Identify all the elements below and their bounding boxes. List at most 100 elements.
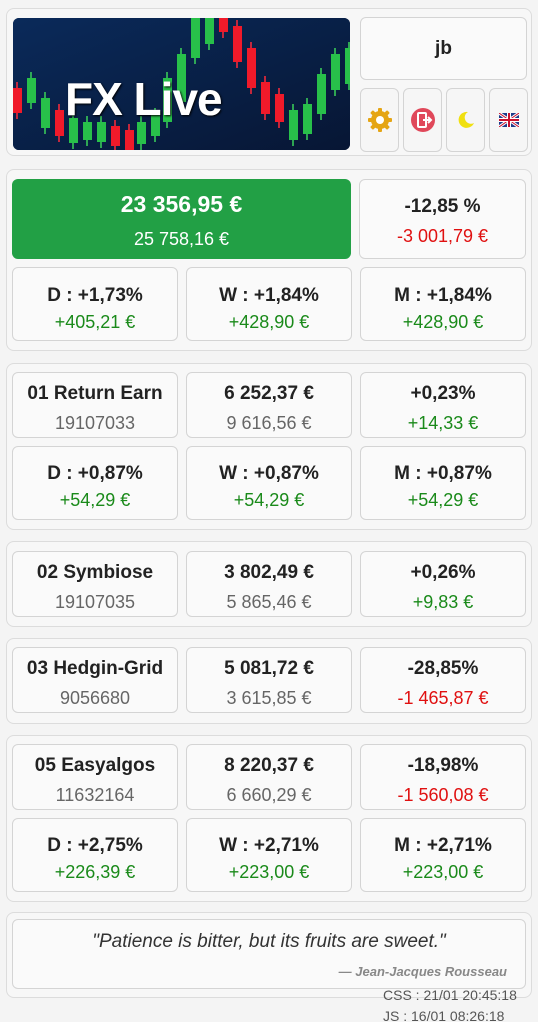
period-value: +405,21 € <box>54 312 136 332</box>
candle-mark <box>345 48 350 84</box>
period-label: W : +2,71% <box>219 835 319 856</box>
period-value: +428,90 € <box>402 312 484 332</box>
account-deposit: 9 616,56 € <box>226 413 312 433</box>
dark-mode-button[interactable] <box>446 88 485 152</box>
period-label: M : +1,84% <box>394 285 492 306</box>
candle-mark <box>247 48 256 88</box>
period-day-card: D : +2,75% +226,39 € <box>12 818 178 892</box>
account-pnl: +9,83 € <box>412 592 474 612</box>
account-pnl: -1 560,08 € <box>397 785 489 805</box>
period-month-card: M : +2,71% +223,00 € <box>360 818 526 892</box>
account-name: 01 Return Earn <box>27 383 163 404</box>
account-number: 9056680 <box>59 688 131 708</box>
total-deposit: 25 758,16 € <box>133 229 230 249</box>
period-label: W : +0,87% <box>219 463 319 484</box>
account-equity-card: 3 802,49 € 5 865,46 € <box>186 551 352 617</box>
period-value: +54,29 € <box>59 490 131 510</box>
account-equity-card: 6 252,37 € 9 616,56 € <box>186 372 352 438</box>
candle-mark <box>125 130 134 150</box>
period-label: W : +1,84% <box>219 285 319 306</box>
candle-mark <box>289 110 298 140</box>
account-equity: 8 220,37 € <box>224 755 314 776</box>
candle-mark <box>303 104 312 134</box>
total-balance: 23 356,95 € <box>120 191 243 217</box>
account-performance-card: -18,98% -1 560,08 € <box>360 744 526 810</box>
candle-mark <box>111 126 120 146</box>
account-deposit: 5 865,46 € <box>226 592 312 612</box>
logout-button[interactable] <box>403 88 442 152</box>
period-value: +54,29 € <box>233 490 305 510</box>
account-pnl: +14,33 € <box>407 413 479 433</box>
candle-mark <box>41 98 50 128</box>
candle-mark <box>219 18 228 32</box>
language-button[interactable] <box>489 88 528 152</box>
period-week-card: W : +0,87% +54,29 € <box>186 446 352 520</box>
uk-flag-icon <box>498 113 519 127</box>
account-deposit: 3 615,85 € <box>226 688 312 708</box>
total-balance-card[interactable]: 23 356,95 € 25 758,16 € <box>12 179 351 259</box>
account-pnl: -1 465,87 € <box>397 688 489 708</box>
account-name-card[interactable]: 05 Easyalgos 11632164 <box>12 744 178 810</box>
candle-mark <box>163 78 172 122</box>
account-pct: +0,23% <box>410 383 476 404</box>
account-number: 19107035 <box>54 592 136 612</box>
account-equity-card: 8 220,37 € 6 660,29 € <box>186 744 352 810</box>
period-label: M : +0,87% <box>394 463 492 484</box>
account-performance-card: +0,23% +14,33 € <box>360 372 526 438</box>
candle-mark <box>275 94 284 122</box>
candle-mark <box>27 78 36 103</box>
candle-mark <box>55 110 64 136</box>
total-performance-card: -12,85 % -3 001,79 € <box>359 179 526 259</box>
period-value: +428,90 € <box>228 312 310 332</box>
candle-mark <box>331 54 340 90</box>
period-month-card: M : +1,84% +428,90 € <box>360 267 526 341</box>
candle-mark <box>261 82 270 114</box>
account-name-card[interactable]: 02 Symbiose 19107035 <box>12 551 178 617</box>
period-day-card: D : +1,73% +405,21 € <box>12 267 178 341</box>
account-deposit: 6 660,29 € <box>226 785 312 805</box>
user-badge[interactable]: jb <box>360 17 527 80</box>
candle-mark <box>317 74 326 114</box>
account-equity-card: 5 081,72 € 3 615,85 € <box>186 647 352 713</box>
account-number: 11632164 <box>55 785 135 805</box>
logo-text: FX Live <box>65 73 223 125</box>
app-logo: FX Live <box>13 18 350 150</box>
candle-mark <box>233 26 242 62</box>
moon-icon <box>458 111 474 128</box>
candle-mark <box>97 122 106 142</box>
total-pct: -12,85 % <box>404 196 481 217</box>
settings-button[interactable] <box>360 88 399 152</box>
total-pnl: -3 001,79 € <box>396 226 489 246</box>
username: jb <box>435 38 452 59</box>
account-pct: +0,26% <box>410 562 476 583</box>
period-value: +54,29 € <box>407 490 479 510</box>
period-month-card: M : +0,87% +54,29 € <box>360 446 526 520</box>
account-equity: 6 252,37 € <box>224 383 314 404</box>
quote-card: "Patience is bitter, but its fruits are … <box>12 919 526 989</box>
period-label: M : +2,71% <box>394 835 492 856</box>
account-pct: -28,85% <box>407 658 479 679</box>
account-performance-card: +0,26% +9,83 € <box>360 551 526 617</box>
period-label: D : +2,75% <box>47 835 143 856</box>
candle-mark <box>177 54 186 102</box>
logout-icon <box>410 108 435 132</box>
period-week-card: W : +2,71% +223,00 € <box>186 818 352 892</box>
account-equity: 3 802,49 € <box>224 562 314 583</box>
account-number: 19107033 <box>54 413 136 433</box>
period-value: +223,00 € <box>402 862 484 882</box>
account-performance-card: -28,85% -1 465,87 € <box>360 647 526 713</box>
account-equity: 5 081,72 € <box>224 658 314 679</box>
period-day-card: D : +0,87% +54,29 € <box>12 446 178 520</box>
account-name-card[interactable]: 03 Hedgin-Grid 9056680 <box>12 647 178 713</box>
candle-mark <box>191 18 200 58</box>
account-name-card[interactable]: 01 Return Earn 19107033 <box>12 372 178 438</box>
candle-mark <box>13 88 22 113</box>
css-version: CSS : 21/01 20:45:18 <box>383 987 517 1003</box>
period-value: +226,39 € <box>54 862 136 882</box>
account-name: 03 Hedgin-Grid <box>26 658 164 679</box>
js-version: JS : 16/01 08:26:18 <box>383 1008 505 1022</box>
quote-text: "Patience is bitter, but its fruits are … <box>92 931 446 952</box>
period-week-card: W : +1,84% +428,90 € <box>186 267 352 341</box>
period-label: D : +0,87% <box>47 463 143 484</box>
period-label: D : +1,73% <box>47 285 143 306</box>
